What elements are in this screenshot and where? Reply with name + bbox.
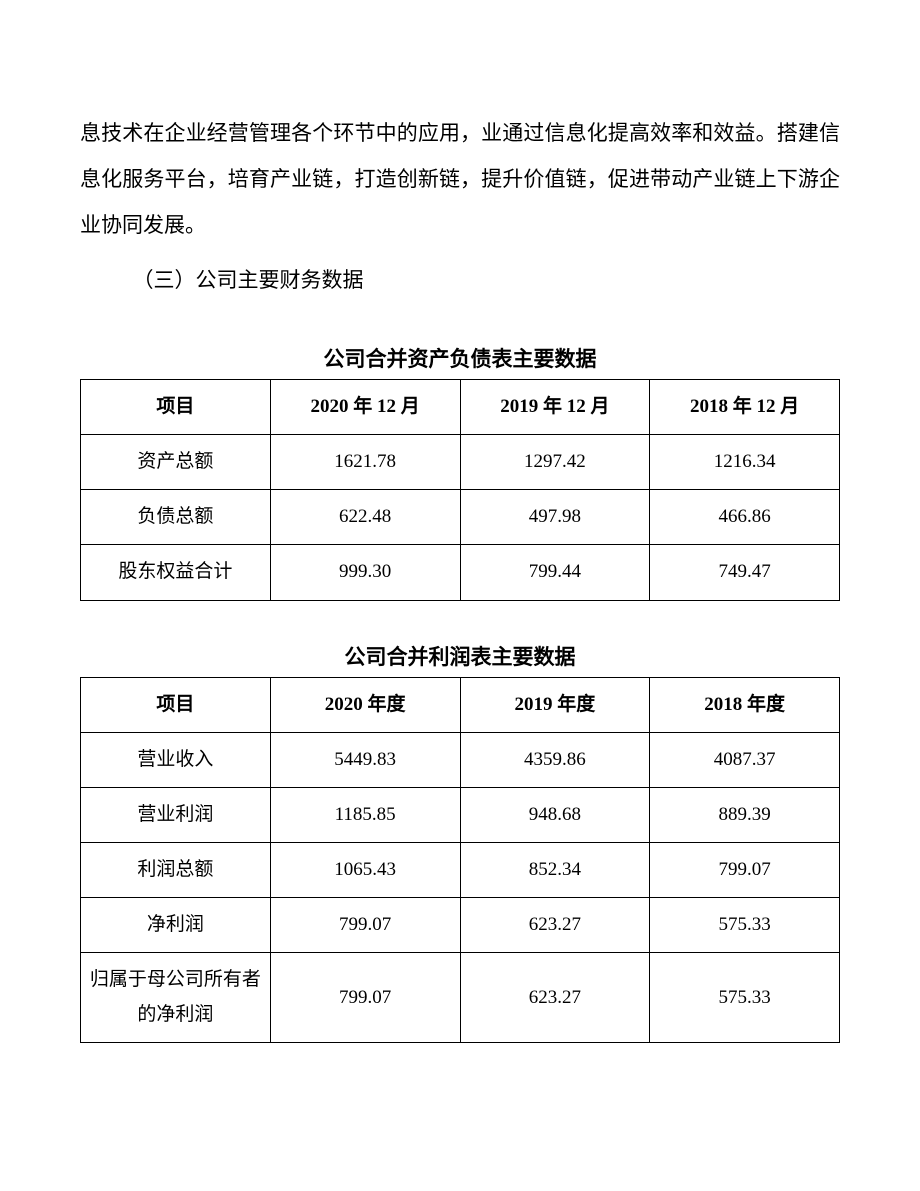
- body-paragraph: 息技术在企业经营管理各个环节中的应用，业通过信息化提高效率和效益。搭建信息化服务…: [80, 110, 840, 249]
- table2-header-3: 2018 年度: [650, 677, 840, 732]
- table-row: 资产总额 1621.78 1297.42 1216.34: [81, 434, 840, 489]
- table1-cell: 749.47: [650, 545, 840, 600]
- table2-title: 公司合并利润表主要数据: [80, 641, 840, 671]
- table1-cell: 999.30: [270, 545, 460, 600]
- table1-cell: 1297.42: [460, 434, 650, 489]
- table1-header-3: 2018 年 12 月: [650, 379, 840, 434]
- table2-cell: 利润总额: [81, 843, 271, 898]
- table2-cell: 营业收入: [81, 732, 271, 787]
- balance-sheet-table: 项目 2020 年 12 月 2019 年 12 月 2018 年 12 月 资…: [80, 379, 840, 601]
- table2-cell: 4359.86: [460, 732, 650, 787]
- section-heading: （三）公司主要财务数据: [80, 257, 840, 303]
- table2-header-0: 项目: [81, 677, 271, 732]
- table2-cell: 889.39: [650, 787, 840, 842]
- table1-cell: 799.44: [460, 545, 650, 600]
- table1-header-2: 2019 年 12 月: [460, 379, 650, 434]
- table2-cell: 799.07: [650, 843, 840, 898]
- table2-cell: 营业利润: [81, 787, 271, 842]
- table-row: 股东权益合计 999.30 799.44 749.47: [81, 545, 840, 600]
- table2-cell: 归属于母公司所有者的净利润: [81, 953, 271, 1042]
- table2-cell: 575.33: [650, 898, 840, 953]
- income-statement-block: 公司合并利润表主要数据 项目 2020 年度 2019 年度 2018 年度 营…: [80, 641, 840, 1043]
- table-row: 净利润 799.07 623.27 575.33: [81, 898, 840, 953]
- table2-cell: 净利润: [81, 898, 271, 953]
- table1-cell: 497.98: [460, 490, 650, 545]
- table2-cell: 852.34: [460, 843, 650, 898]
- table2-cell: 1185.85: [270, 787, 460, 842]
- table2-cell: 799.07: [270, 953, 460, 1042]
- table2-cell: 4087.37: [650, 732, 840, 787]
- table-row: 负债总额 622.48 497.98 466.86: [81, 490, 840, 545]
- income-statement-table: 项目 2020 年度 2019 年度 2018 年度 营业收入 5449.83 …: [80, 677, 840, 1043]
- table2-cell: 623.27: [460, 898, 650, 953]
- table-row: 营业利润 1185.85 948.68 889.39: [81, 787, 840, 842]
- table1-header-1: 2020 年 12 月: [270, 379, 460, 434]
- table2-cell: 5449.83: [270, 732, 460, 787]
- table-row: 营业收入 5449.83 4359.86 4087.37: [81, 732, 840, 787]
- table-row: 归属于母公司所有者的净利润 799.07 623.27 575.33: [81, 953, 840, 1042]
- table-header-row: 项目 2020 年 12 月 2019 年 12 月 2018 年 12 月: [81, 379, 840, 434]
- table1-cell: 负债总额: [81, 490, 271, 545]
- table1-cell: 资产总额: [81, 434, 271, 489]
- table2-cell: 1065.43: [270, 843, 460, 898]
- table2-header-1: 2020 年度: [270, 677, 460, 732]
- table1-cell: 622.48: [270, 490, 460, 545]
- table2-cell: 623.27: [460, 953, 650, 1042]
- table2-header-2: 2019 年度: [460, 677, 650, 732]
- table2-cell: 575.33: [650, 953, 840, 1042]
- table1-cell: 1216.34: [650, 434, 840, 489]
- table1-cell: 1621.78: [270, 434, 460, 489]
- table2-cell: 948.68: [460, 787, 650, 842]
- table2-cell: 799.07: [270, 898, 460, 953]
- table1-cell: 股东权益合计: [81, 545, 271, 600]
- table1-title: 公司合并资产负债表主要数据: [80, 343, 840, 373]
- table1-header-0: 项目: [81, 379, 271, 434]
- table-row: 利润总额 1065.43 852.34 799.07: [81, 843, 840, 898]
- table1-cell: 466.86: [650, 490, 840, 545]
- balance-sheet-block: 公司合并资产负债表主要数据 项目 2020 年 12 月 2019 年 12 月…: [80, 343, 840, 601]
- table-header-row: 项目 2020 年度 2019 年度 2018 年度: [81, 677, 840, 732]
